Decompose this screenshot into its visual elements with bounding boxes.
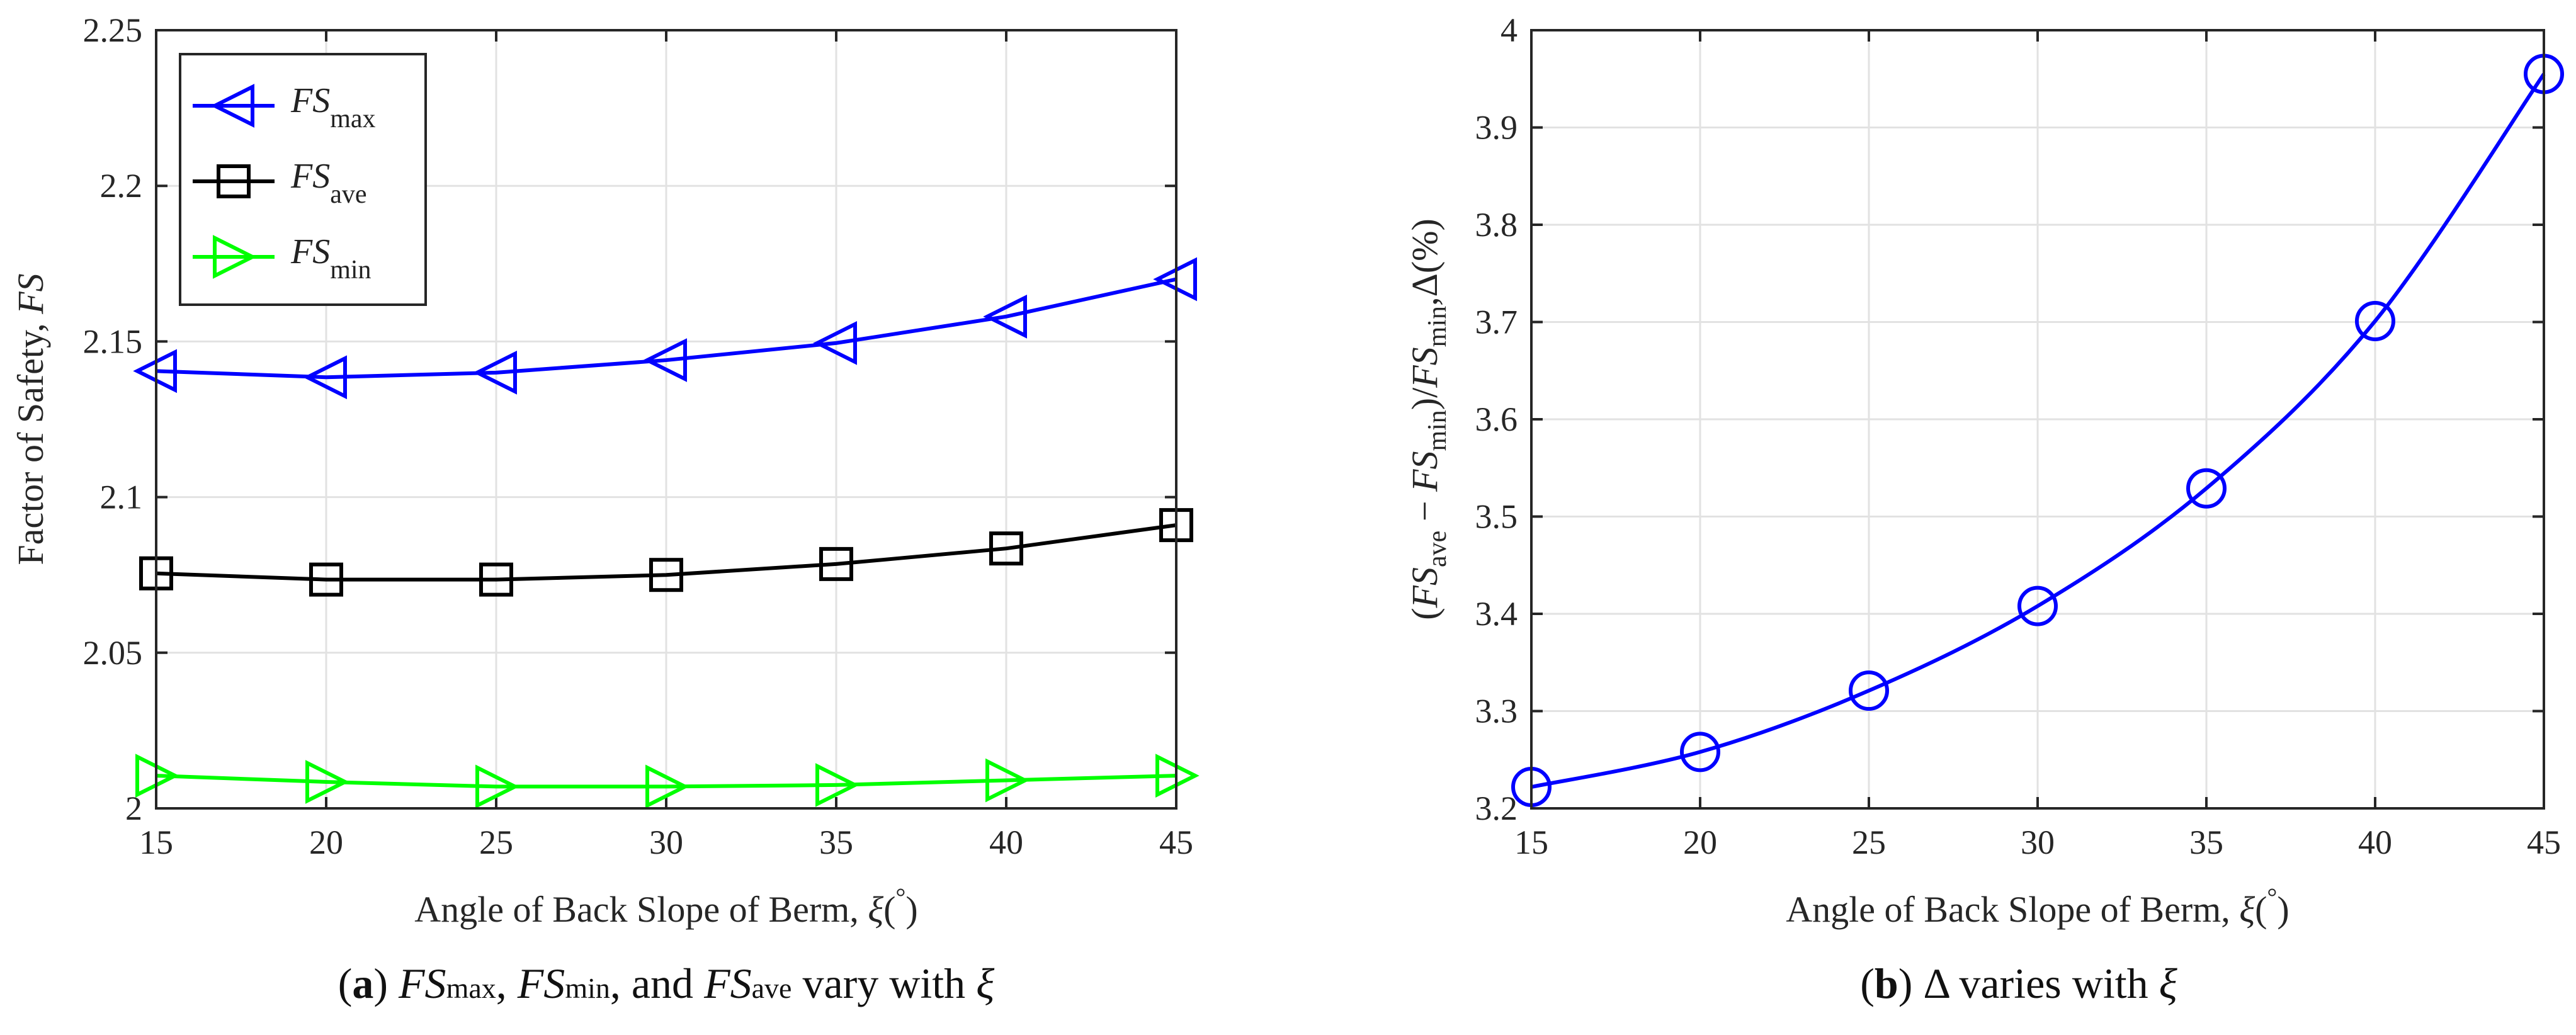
- x-tick-label: 15: [1514, 823, 1548, 861]
- x-tick-label: 25: [1852, 823, 1886, 861]
- y-tick-label: 3.3: [1475, 693, 1518, 730]
- y-tick-label: 3.7: [1475, 303, 1518, 341]
- gridlines: [1531, 30, 2544, 808]
- x-tick-label: 15: [139, 823, 173, 861]
- y-tick-label: 2.1: [100, 478, 143, 516]
- y-tick-label: 3.8: [1475, 206, 1518, 244]
- x-tick-label: 20: [309, 823, 343, 861]
- caption-b: (b) Δ varies with ξ: [1860, 959, 2177, 1007]
- x-tick-label: 30: [649, 823, 683, 861]
- y-axis-label: (FSave − FSmin)/FSmin,Δ(%): [1404, 218, 1452, 620]
- x-tick-label: 25: [479, 823, 513, 861]
- x-axis-label: Angle of Back Slope of Berm, ξ(°): [414, 883, 918, 930]
- y-tick-label: 3.4: [1475, 595, 1518, 633]
- x-tick-label: 35: [2189, 823, 2223, 861]
- x-tick-label: 40: [989, 823, 1023, 861]
- y-tick-label: 3.2: [1475, 789, 1518, 827]
- y-tick-label: 2.2: [100, 167, 143, 205]
- y-tick-label: 2.15: [83, 322, 143, 360]
- y-tick-label: 4: [1501, 11, 1518, 49]
- y-tick-label: 3.9: [1475, 109, 1518, 147]
- x-tick-label: 40: [2358, 823, 2392, 861]
- x-tick-label: 20: [1683, 823, 1717, 861]
- x-tick-label: 30: [2021, 823, 2055, 861]
- figure: 15 20 25 30 35 40 4522.052.12.152.22.25Angle o…: [0, 0, 2576, 1035]
- chart-panel-b: 15 20 25 30 35 40 45 3.2 3.3 3.4 3.5 3.6 3.7 3.8 3.9 4 A…: [1404, 11, 2562, 930]
- x-tick-label: 45: [1159, 823, 1193, 861]
- y-tick-label: 2.05: [83, 634, 143, 672]
- y-axis-label: Factor of Safety, FS: [10, 273, 51, 565]
- y-tick-label: 3.6: [1475, 400, 1518, 438]
- x-tick-label: 45: [2527, 823, 2561, 861]
- y-tick-label: 2.25: [83, 11, 143, 49]
- x-tick-label: 35: [819, 823, 853, 861]
- caption-a: (a) FSmax, FSmin, and FSave vary with ξ: [338, 959, 995, 1007]
- captions: (a) FSmax, FSmin, and FSave vary with ξ (…: [338, 959, 2178, 1007]
- y-tick-label: 3.5: [1475, 498, 1518, 536]
- x-axis-label: Angle of Back Slope of Berm, ξ(°): [1786, 883, 2289, 930]
